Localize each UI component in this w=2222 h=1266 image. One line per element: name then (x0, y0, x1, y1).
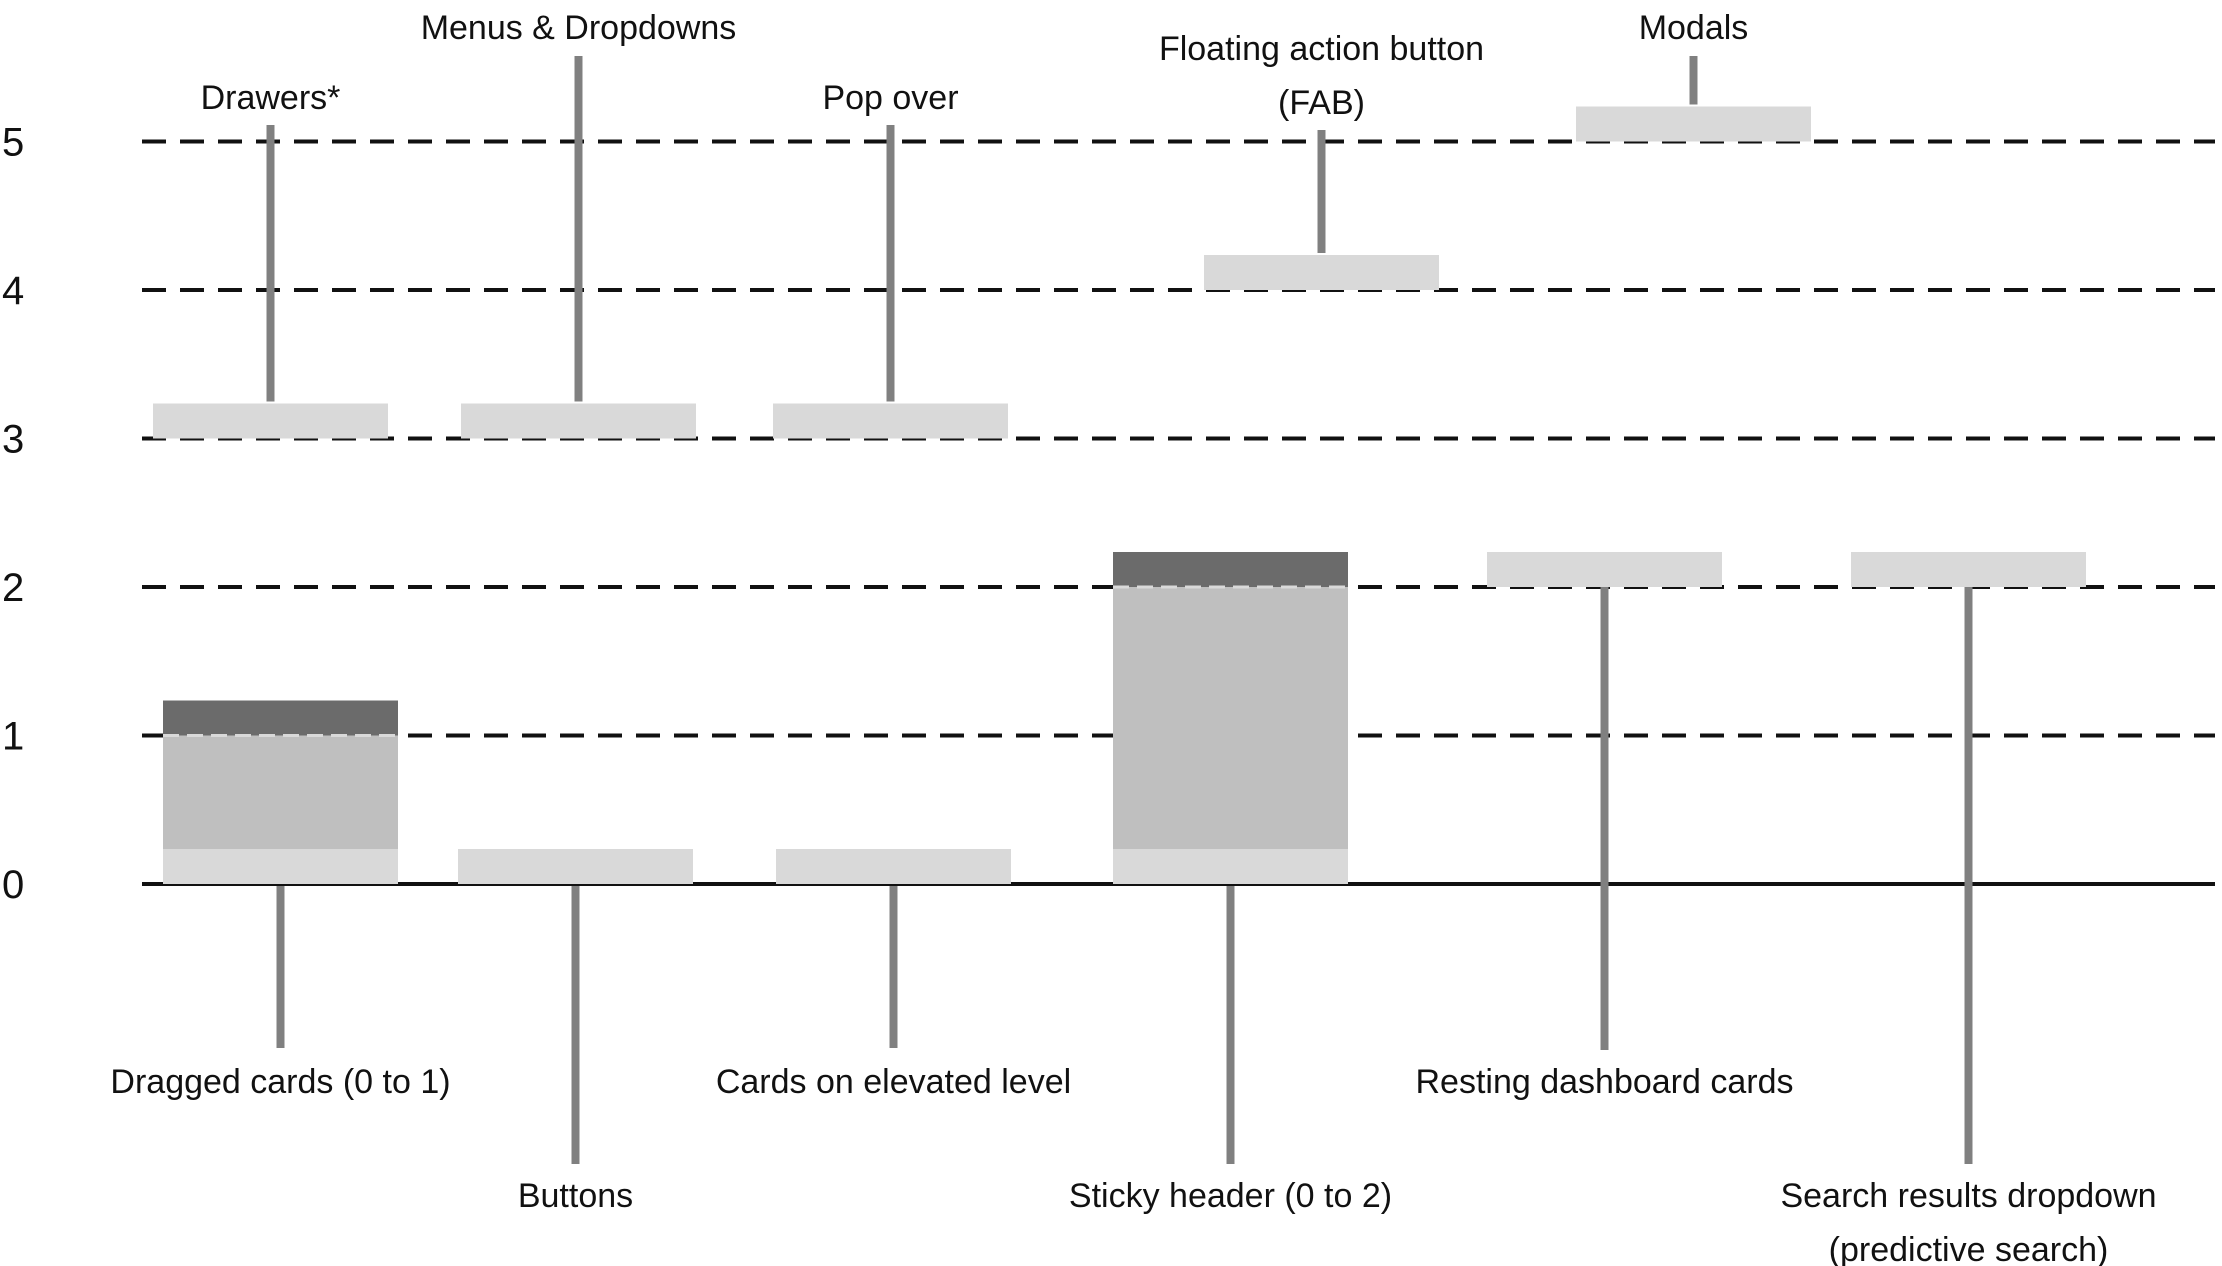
menus-dropdowns-surface (461, 403, 696, 439)
sticky-header-raised-range (1113, 587, 1348, 849)
tick-label-4: 4 (2, 269, 24, 313)
tick-label-3: 3 (2, 418, 24, 462)
elevation-labels: Dragged cards (0 to 1) Buttons Cards on el… (110, 9, 2156, 1266)
sticky-header-top-surface (1113, 552, 1348, 587)
search-results-dropdown-surface (1851, 552, 2086, 587)
tick-label-5: 5 (2, 121, 24, 165)
cards-elevated-label-line-0: Cards on elevated level (716, 1063, 1071, 1101)
pop-over-label-line-0: Pop over (822, 79, 958, 117)
search-results-dropdown-label-line-1: (predictive search) (1829, 1231, 2109, 1266)
modals-surface (1576, 106, 1811, 142)
dragged-cards-top-surface (163, 700, 398, 736)
item-drawers (153, 125, 388, 439)
cards-elevated-surface (776, 849, 1011, 884)
buttons-surface (458, 849, 693, 884)
modals-label: Modals (1639, 9, 1749, 47)
search-results-dropdown-label: Search results dropdown (predictive searc… (1780, 1177, 2156, 1266)
sticky-header-base-surface (1113, 849, 1348, 884)
item-resting-dashboard-cards (1487, 552, 1722, 1050)
buttons-label-line-0: Buttons (518, 1177, 633, 1215)
dragged-cards-base-surface (163, 849, 398, 884)
elevation-axis: 0 1 2 3 4 5 (2, 121, 24, 908)
tick-label-1: 1 (2, 715, 24, 759)
item-buttons (458, 849, 693, 1164)
item-fab (1204, 130, 1439, 290)
dragged-cards-label-line-0: Dragged cards (0 to 1) (110, 1063, 450, 1101)
drawers-label: Drawers* (201, 79, 341, 117)
drawers-surface (153, 403, 388, 439)
item-menus-dropdowns (461, 56, 696, 439)
fab-label: Floating action button (FAB) (1159, 30, 1484, 122)
pop-over-surface (773, 403, 1008, 439)
pop-over-label: Pop over (822, 79, 958, 117)
sticky-header-label: Sticky header (0 to 2) (1069, 1177, 1392, 1215)
resting-dashboard-cards-label: Resting dashboard cards (1415, 1063, 1793, 1101)
item-cards-elevated (776, 849, 1011, 1048)
sticky-header-label-line-0: Sticky header (0 to 2) (1069, 1177, 1392, 1215)
fab-surface (1204, 255, 1439, 290)
tick-label-2: 2 (2, 566, 24, 610)
dragged-cards-raised-range (163, 735, 398, 849)
item-pop-over (773, 125, 1008, 439)
menus-dropdowns-label: Menus & Dropdowns (421, 9, 737, 47)
buttons-label: Buttons (518, 1177, 633, 1215)
elevation-surfaces (153, 56, 2086, 1164)
resting-dashboard-cards-surface (1487, 552, 1722, 587)
modals-label-line-0: Modals (1639, 9, 1749, 47)
item-dragged-cards (163, 700, 398, 1048)
item-sticky-header (1113, 552, 1348, 1164)
tick-label-0: 0 (2, 863, 24, 907)
item-modals (1576, 56, 1811, 142)
search-results-dropdown-label-line-0: Search results dropdown (1780, 1177, 2156, 1215)
menus-dropdowns-label-line-0: Menus & Dropdowns (421, 9, 737, 47)
drawers-label-line-0: Drawers* (201, 79, 341, 117)
fab-label-line-1: (FAB) (1278, 84, 1365, 122)
cards-elevated-label: Cards on elevated level (716, 1063, 1071, 1101)
item-search-results-dropdown (1851, 552, 2086, 1164)
dragged-cards-label: Dragged cards (0 to 1) (110, 1063, 450, 1101)
resting-dashboard-cards-label-line-0: Resting dashboard cards (1415, 1063, 1793, 1101)
fab-label-line-0: Floating action button (1159, 30, 1484, 68)
